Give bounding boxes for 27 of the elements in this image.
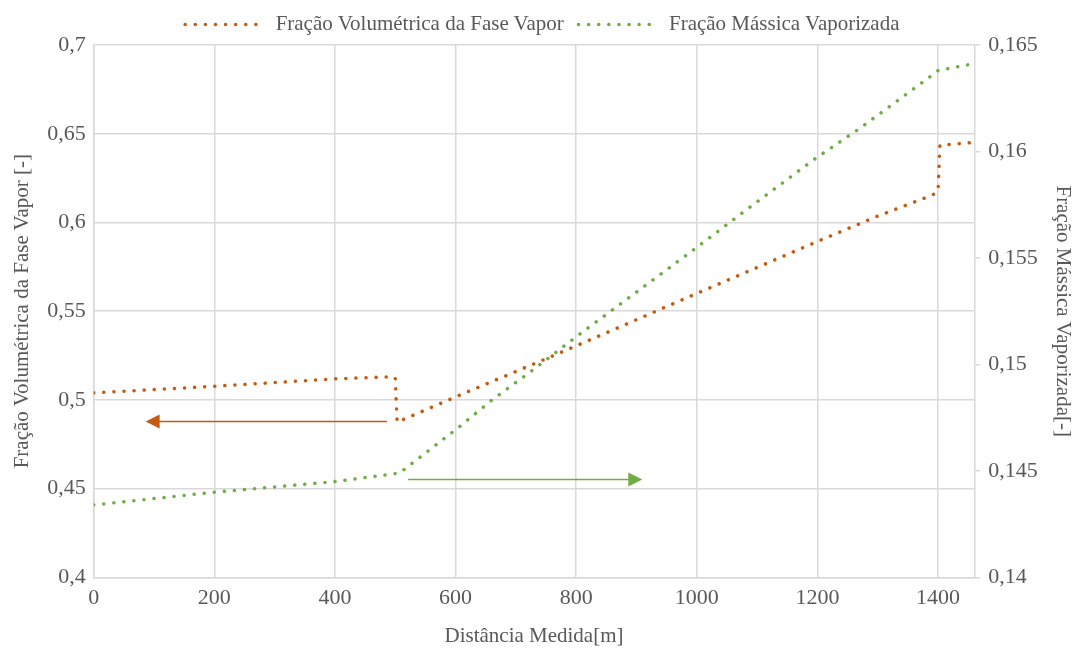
y2-axis-title: Fração Mássica Vaporizada[-] [1051,185,1076,437]
x-tick-label: 800 [559,584,593,610]
x-tick-label: 1400 [916,584,961,610]
y2-tick-label: 0,16 [988,137,1027,163]
y-tick-label: 0,65 [47,119,86,145]
legend-label: Fração Mássica Vaporizada [668,11,901,36]
y-tick-label: 0,7 [58,30,86,56]
y-axis-title: Fração Volumétrica da Fase Vapor [-] [9,154,34,469]
x-tick-label: 1200 [795,584,840,610]
x-tick-label: 1000 [674,584,719,610]
y2-tick-label: 0,145 [988,456,1038,482]
y2-tick-label: 0,165 [988,30,1038,56]
x-tick-label: 400 [318,584,352,610]
y2-tick-label: 0,155 [988,243,1038,269]
x-tick-label: 600 [439,584,473,610]
y2-tick-label: 0,14 [988,563,1027,589]
y-tick-label: 0,4 [58,563,86,589]
x-tick-label: 0 [88,584,100,610]
y-tick-label: 0,55 [47,296,86,322]
y2-tick-label: 0,15 [988,350,1027,376]
y-tick-label: 0,45 [47,474,86,500]
line-series [93,140,974,424]
y-tick-label: 0,6 [58,208,86,234]
x-axis-title: Distância Medida[m] [444,622,624,647]
x-tick-label: 200 [197,584,231,610]
legend-label: Fração Volumétrica da Fase Vapor [275,11,564,36]
y-tick-label: 0,5 [58,385,86,411]
